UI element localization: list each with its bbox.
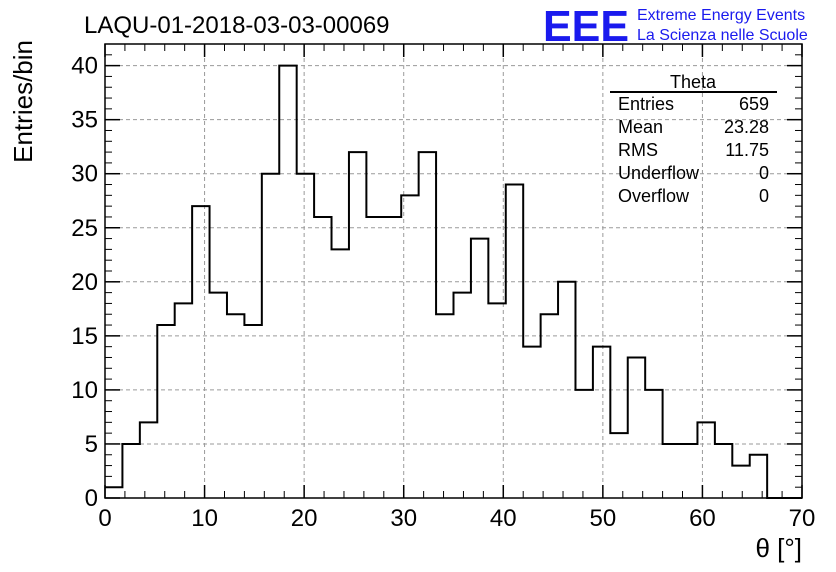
stats-row-rms: RMS 11.75 (618, 140, 769, 160)
logo-line-1: Extreme Energy Events (637, 7, 805, 24)
y-tick-label: 25 (71, 215, 98, 242)
x-tick-label: 30 (390, 505, 417, 532)
x-tick-label: 20 (291, 505, 318, 532)
y-tick-label: 35 (71, 107, 98, 134)
stats-value: 0 (759, 186, 769, 206)
x-tick-label: 0 (98, 505, 111, 532)
chart-title: LAQU-01-2018-03-03-00069 (84, 12, 390, 39)
stats-row-entries: Entries 659 (618, 94, 769, 114)
y-tick-label: 15 (71, 323, 98, 350)
stats-row-overflow: Overflow 0 (618, 186, 769, 206)
x-tick-label: 60 (689, 505, 716, 532)
stats-value: 659 (739, 94, 769, 114)
y-tick-label: 10 (71, 377, 98, 404)
eee-logo: EEE (543, 2, 629, 51)
stats-box: Theta Entries 659 Mean 23.28 RMS 11.75 U… (610, 72, 777, 206)
stats-label: Mean (618, 117, 663, 137)
stats-label: Overflow (618, 186, 690, 206)
stats-label: Entries (618, 94, 674, 114)
histogram-series-line (105, 64, 802, 499)
stats-row-mean: Mean 23.28 (618, 117, 769, 137)
x-tick-label: 40 (490, 505, 517, 532)
axis-ticks: 0 10 20 30 40 50 60 70 0 5 10 15 20 25 30 35 40 (71, 43, 816, 532)
x-axis-label: θ [°] (755, 533, 802, 563)
x-tick-label: 50 (590, 505, 617, 532)
x-tick-label: 10 (191, 505, 218, 532)
logo-line-2: La Scienza nelle Scuole (637, 27, 808, 44)
stats-value: 23.28 (724, 117, 769, 137)
y-tick-label: 0 (85, 485, 98, 512)
stats-label: Underflow (618, 163, 700, 183)
y-tick-label: 40 (71, 53, 98, 80)
y-tick-label: 5 (85, 431, 98, 458)
stats-value: 0 (759, 163, 769, 183)
stats-row-underflow: Underflow 0 (618, 163, 769, 183)
stats-value: 11.75 (725, 140, 769, 160)
stats-label: RMS (618, 140, 658, 160)
stats-box-title: Theta (670, 72, 717, 92)
y-tick-label: 20 (71, 269, 98, 296)
x-tick-label: 70 (789, 505, 816, 532)
y-axis-label: Entries/bin (8, 40, 38, 163)
y-tick-label: 30 (71, 161, 98, 188)
